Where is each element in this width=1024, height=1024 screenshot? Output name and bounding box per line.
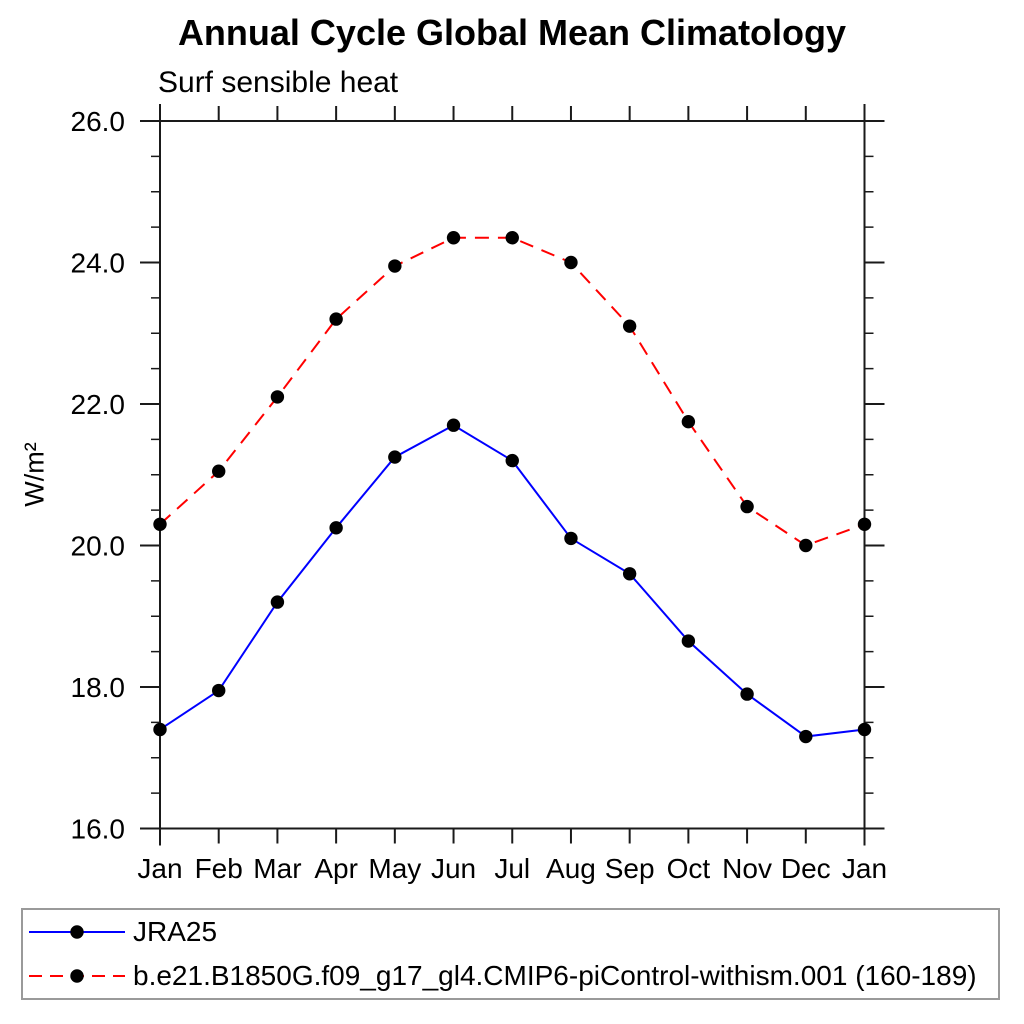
y-tick-label: 26.0 — [71, 106, 126, 137]
x-tick-label: Jan — [137, 853, 182, 884]
legend-box: JRA25 b.e21.B1850G.f09_g17_gl4.CMIP6-piC… — [21, 908, 1000, 1000]
x-tick-label: Nov — [722, 853, 772, 884]
series-line-0 — [159, 424, 865, 738]
series-1-marker — [564, 255, 578, 270]
x-tick-label: Dec — [781, 853, 831, 884]
series-0-marker — [564, 531, 578, 546]
series-0-marker — [799, 729, 813, 744]
series-0-marker — [622, 567, 637, 581]
legend-item-jra25: JRA25 — [23, 910, 998, 954]
y-tick-label: 22.0 — [71, 389, 126, 420]
legend-item-model: b.e21.B1850G.f09_g17_gl4.CMIP6-piControl… — [23, 954, 998, 998]
x-tick-label: Feb — [195, 853, 243, 884]
x-tick-label: Sep — [605, 853, 655, 884]
series-0-marker — [270, 595, 285, 609]
y-tick-label: 16.0 — [71, 814, 126, 845]
y-tick-label: 24.0 — [71, 248, 126, 279]
x-tick-label: Aug — [546, 853, 596, 884]
legend-label-model: b.e21.B1850G.f09_g17_gl4.CMIP6-piControl… — [133, 960, 977, 991]
series-1-marker — [622, 319, 637, 333]
legend-sample-dashed-line-icon — [29, 969, 125, 983]
series-1-marker — [270, 390, 285, 404]
series-1-marker — [681, 414, 696, 429]
series-0-marker — [857, 722, 872, 737]
series-0-marker — [388, 450, 402, 464]
series-1-marker — [212, 464, 226, 478]
x-tick-label: Jun — [431, 853, 476, 884]
x-tick-label: Oct — [667, 853, 711, 884]
chart-title: Annual Cycle Global Mean Climatology — [177, 12, 847, 53]
x-tick-label: Apr — [314, 853, 358, 884]
series-0-marker — [505, 453, 519, 468]
series-0-marker — [212, 683, 226, 698]
series-1-marker — [799, 538, 813, 553]
series-1-marker — [505, 231, 519, 245]
y-tick-label: 20.0 — [71, 531, 126, 562]
series-1-marker — [153, 517, 167, 531]
series-0-marker — [740, 687, 754, 701]
series-1-marker — [446, 231, 461, 245]
series-line-1 — [159, 236, 865, 547]
x-tick-label: Jul — [494, 853, 530, 884]
chart-subtitle: Surf sensible heat — [158, 66, 399, 99]
series-1-marker — [329, 312, 343, 326]
series-0-marker — [153, 722, 167, 737]
series-0-marker — [681, 634, 696, 648]
x-tick-label: Mar — [253, 853, 301, 884]
legend-label-jra25: JRA25 — [133, 916, 218, 947]
series-0-marker — [329, 521, 343, 535]
series-1-marker — [857, 517, 872, 531]
x-tick-label: May — [368, 853, 421, 884]
series-0-marker — [446, 418, 461, 432]
x-tick-label: Jan — [842, 853, 887, 884]
series-1-marker — [740, 499, 754, 514]
series-1-marker — [388, 259, 402, 273]
legend-sample-solid-line-icon — [29, 925, 125, 939]
y-tick-label: 18.0 — [71, 672, 126, 703]
